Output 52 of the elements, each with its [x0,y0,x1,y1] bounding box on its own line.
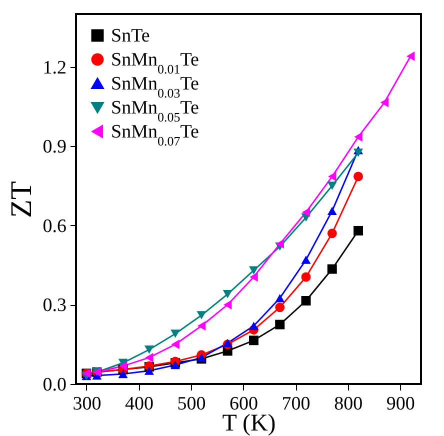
point [327,182,337,190]
point [248,336,258,346]
x-tick-label: 800 [334,394,363,414]
point [354,148,364,157]
point [144,366,154,375]
x-tick-label: 500 [177,394,206,414]
y-tick-label: 0.3 [42,295,66,316]
point [302,207,310,217]
point [275,320,285,330]
legend-label: SnMn$_{0.01}$Te [111,50,199,76]
point [171,340,180,350]
point [327,228,337,238]
point [301,296,311,306]
legend-label: SnTe [111,26,150,46]
point [118,361,128,371]
point [301,272,311,282]
legend-label: SnMn$_{0.07}$Te [111,122,199,148]
point [354,172,364,182]
point [354,226,364,236]
x-tick-label: 300 [72,394,102,414]
point [354,132,362,142]
point [276,239,284,249]
x-tick-label: 400 [124,394,154,414]
point [248,266,258,274]
point [275,294,285,302]
point [197,321,206,331]
point [328,172,336,182]
point [301,256,311,264]
point [380,98,389,108]
point [248,322,258,330]
y-tick-label: 0.6 [42,216,66,237]
point [223,300,232,310]
point [250,272,258,282]
x-tick-label: 700 [282,394,310,414]
y-tick-label: 1.2 [42,57,66,78]
point [144,346,154,354]
point [406,52,415,62]
point [327,206,337,215]
y-axis-title: ZT [4,181,38,218]
y-tick-label: 0.0 [42,374,66,396]
point [327,264,337,274]
point [118,370,128,378]
point [275,302,285,312]
x-tick-label: 900 [386,394,415,414]
point [170,330,180,338]
point [222,290,232,298]
point [170,360,180,370]
y-tick-label: 0.9 [42,136,66,158]
point [196,311,206,320]
legend-label: SnMn$_{0.05}$Te [111,98,199,124]
legend-label: SnMn$_{0.03}$Te [111,74,199,100]
point [145,352,154,362]
